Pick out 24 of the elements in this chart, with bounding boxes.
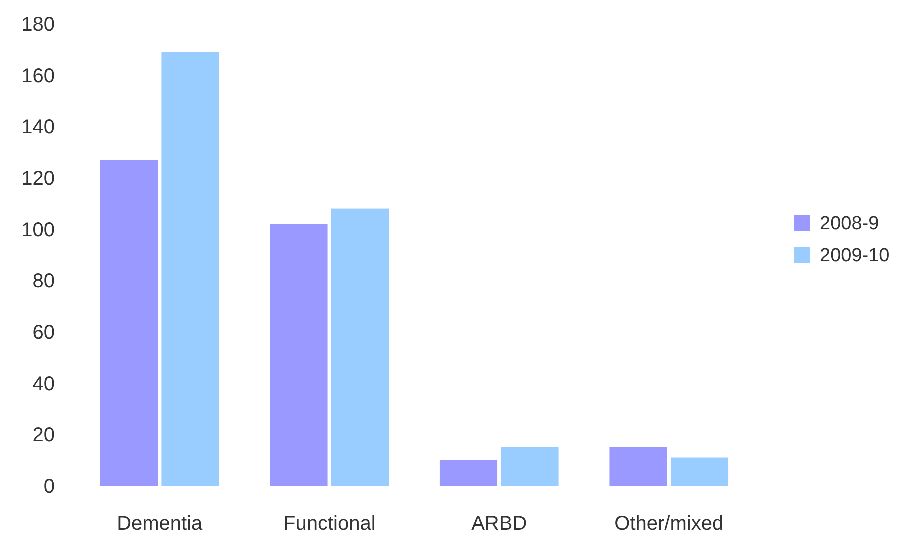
y-tick-label: 100 [22, 219, 55, 242]
bar [501, 448, 559, 486]
bar [162, 52, 220, 486]
x-tick-label: Dementia [117, 513, 204, 535]
bar [440, 460, 498, 486]
bar [331, 208, 390, 486]
y-tick-label: 40 [32, 373, 55, 396]
legend-label: 2009-10 [820, 246, 890, 267]
y-tick-label: 160 [22, 65, 55, 88]
bar [100, 160, 158, 486]
y-tick-label: 180 [22, 14, 55, 36]
x-tick-label: Functional [283, 513, 376, 535]
x-tick-label: Other/mixed [614, 513, 724, 535]
y-tick-label: 60 [32, 322, 55, 344]
y-tick-label: 20 [32, 424, 55, 447]
y-tick-label: 80 [32, 270, 55, 293]
x-tick-label: ARBD [472, 513, 528, 535]
y-tick-label: 120 [22, 168, 55, 190]
y-tick-label: 140 [22, 116, 55, 139]
bar [670, 458, 729, 486]
legend-label: 2008-9 [820, 214, 880, 235]
y-tick-label: 0 [44, 476, 55, 498]
bar [610, 448, 668, 486]
bar [270, 224, 328, 486]
